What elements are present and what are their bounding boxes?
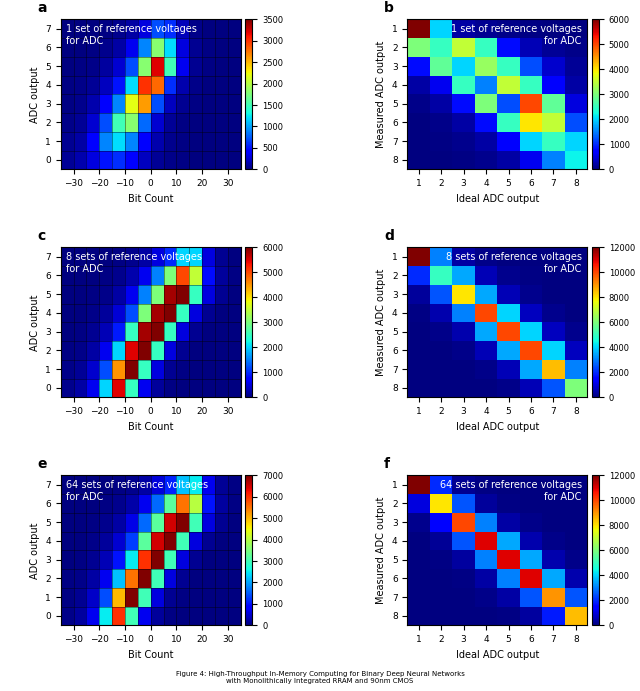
Y-axis label: ADC output: ADC output bbox=[30, 522, 40, 578]
X-axis label: Ideal ADC output: Ideal ADC output bbox=[456, 650, 539, 660]
Text: 1 set of reference voltages
for ADC: 1 set of reference voltages for ADC bbox=[451, 24, 582, 46]
X-axis label: Ideal ADC output: Ideal ADC output bbox=[456, 193, 539, 204]
Y-axis label: Measured ADC output: Measured ADC output bbox=[376, 269, 387, 376]
Y-axis label: Measured ADC output: Measured ADC output bbox=[376, 41, 387, 148]
Text: 8 sets of reference voltages
for ADC: 8 sets of reference voltages for ADC bbox=[446, 252, 582, 274]
Text: c: c bbox=[37, 229, 45, 243]
X-axis label: Ideal ADC output: Ideal ADC output bbox=[456, 422, 539, 432]
Text: f: f bbox=[384, 457, 390, 471]
Text: b: b bbox=[384, 1, 394, 15]
Text: 64 sets of reference voltages
for ADC: 64 sets of reference voltages for ADC bbox=[440, 480, 582, 502]
Text: 1 set of reference voltages
for ADC: 1 set of reference voltages for ADC bbox=[66, 24, 197, 46]
Text: e: e bbox=[37, 457, 47, 471]
Text: 8 sets of reference voltages
for ADC: 8 sets of reference voltages for ADC bbox=[66, 252, 202, 274]
Text: d: d bbox=[384, 229, 394, 243]
X-axis label: Bit Count: Bit Count bbox=[128, 193, 173, 204]
X-axis label: Bit Count: Bit Count bbox=[128, 650, 173, 660]
Y-axis label: ADC output: ADC output bbox=[30, 294, 40, 350]
X-axis label: Bit Count: Bit Count bbox=[128, 422, 173, 432]
Text: Figure 4: High-Throughput In-Memory Computing for Binary Deep Neural Networks
wi: Figure 4: High-Throughput In-Memory Comp… bbox=[175, 671, 465, 684]
Y-axis label: ADC output: ADC output bbox=[30, 66, 40, 122]
Y-axis label: Measured ADC output: Measured ADC output bbox=[376, 497, 387, 604]
Text: a: a bbox=[37, 1, 47, 15]
Text: 64 sets of reference voltages
for ADC: 64 sets of reference voltages for ADC bbox=[66, 480, 208, 502]
